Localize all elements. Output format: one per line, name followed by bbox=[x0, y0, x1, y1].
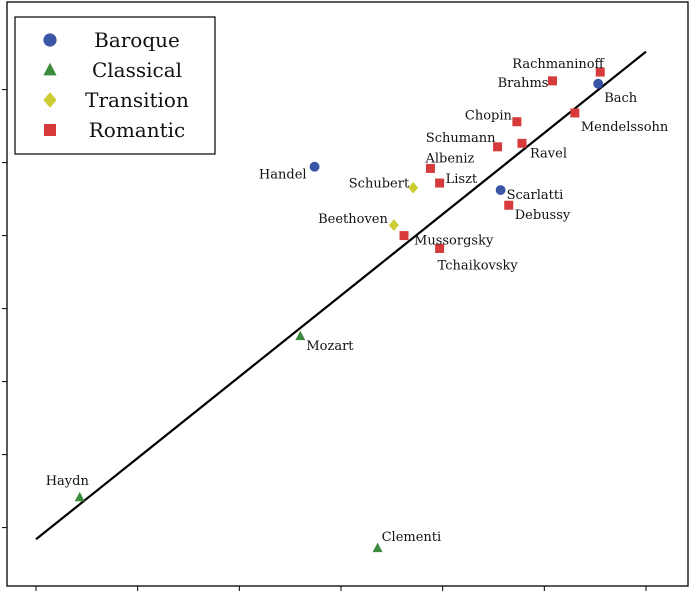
point-brahms bbox=[547, 76, 557, 86]
point-label-rachmaninoff: Rachmaninoff bbox=[512, 57, 605, 72]
point-clementi bbox=[372, 542, 383, 553]
point-label-scarlatti: Scarlatti bbox=[507, 188, 564, 203]
point-chopin bbox=[512, 117, 522, 127]
point-label-brahms: Brahms bbox=[498, 76, 549, 91]
legend: Baroque Classical Transition Romantic bbox=[14, 16, 216, 155]
point-label-debussy: Debussy bbox=[515, 208, 571, 223]
legend-marker-classical bbox=[43, 62, 57, 76]
point-label-schumann: Schumann bbox=[426, 131, 496, 146]
point-label-liszt: Liszt bbox=[446, 172, 478, 187]
point-ravel bbox=[517, 138, 527, 148]
point-label-haydn: Haydn bbox=[46, 474, 90, 489]
point-mozart bbox=[295, 330, 306, 341]
point-handel bbox=[309, 161, 320, 172]
plot-frame bbox=[6, 1, 689, 587]
point-label-mussorgsky: Mussorgsky bbox=[414, 234, 494, 249]
point-labels: Rachmaninoff Bach Brahms Mendelssohn Chopin S… bbox=[46, 57, 669, 545]
point-label-clementi: Clementi bbox=[382, 530, 442, 545]
point-haydn bbox=[74, 491, 85, 502]
point-label-mozart: Mozart bbox=[306, 339, 354, 354]
legend-marker-transition bbox=[43, 92, 57, 108]
fit-line bbox=[35, 50, 647, 541]
axis-ticks bbox=[2, 89, 647, 591]
legend-marker-romantic bbox=[44, 124, 56, 136]
point-liszt bbox=[435, 178, 445, 188]
point-bach bbox=[593, 78, 604, 89]
point-mussorgsky bbox=[399, 231, 409, 241]
point-label-tchaikovsky: Tchaikovsky bbox=[438, 258, 519, 273]
point-albeniz bbox=[425, 163, 435, 173]
point-tchaikovsky bbox=[435, 243, 445, 253]
point-label-bach: Bach bbox=[604, 91, 638, 106]
point-label-schubert: Schubert bbox=[349, 177, 410, 192]
legend-marker-baroque bbox=[43, 33, 57, 47]
legend-label-romantic: Romantic bbox=[89, 118, 186, 142]
point-schubert bbox=[408, 181, 419, 194]
point-scarlatti bbox=[495, 185, 506, 195]
legend-label-classical: Classical bbox=[92, 58, 182, 82]
point-label-mendelssohn: Mendelssohn bbox=[581, 120, 669, 135]
point-schumann bbox=[493, 142, 503, 152]
point-label-handel: Handel bbox=[259, 168, 307, 183]
point-debussy bbox=[504, 200, 514, 210]
legend-label-baroque: Baroque bbox=[94, 28, 180, 52]
point-label-beethoven: Beethoven bbox=[318, 212, 388, 227]
data-markers bbox=[74, 67, 605, 553]
point-label-chopin: Chopin bbox=[465, 109, 513, 124]
point-label-ravel: Ravel bbox=[530, 146, 567, 161]
point-beethoven bbox=[388, 219, 399, 231]
point-mendelssohn bbox=[570, 108, 580, 118]
point-rachmaninoff bbox=[595, 67, 605, 77]
point-label-albeniz: Albeniz bbox=[424, 151, 474, 166]
legend-label-transition: Transition bbox=[85, 88, 189, 112]
